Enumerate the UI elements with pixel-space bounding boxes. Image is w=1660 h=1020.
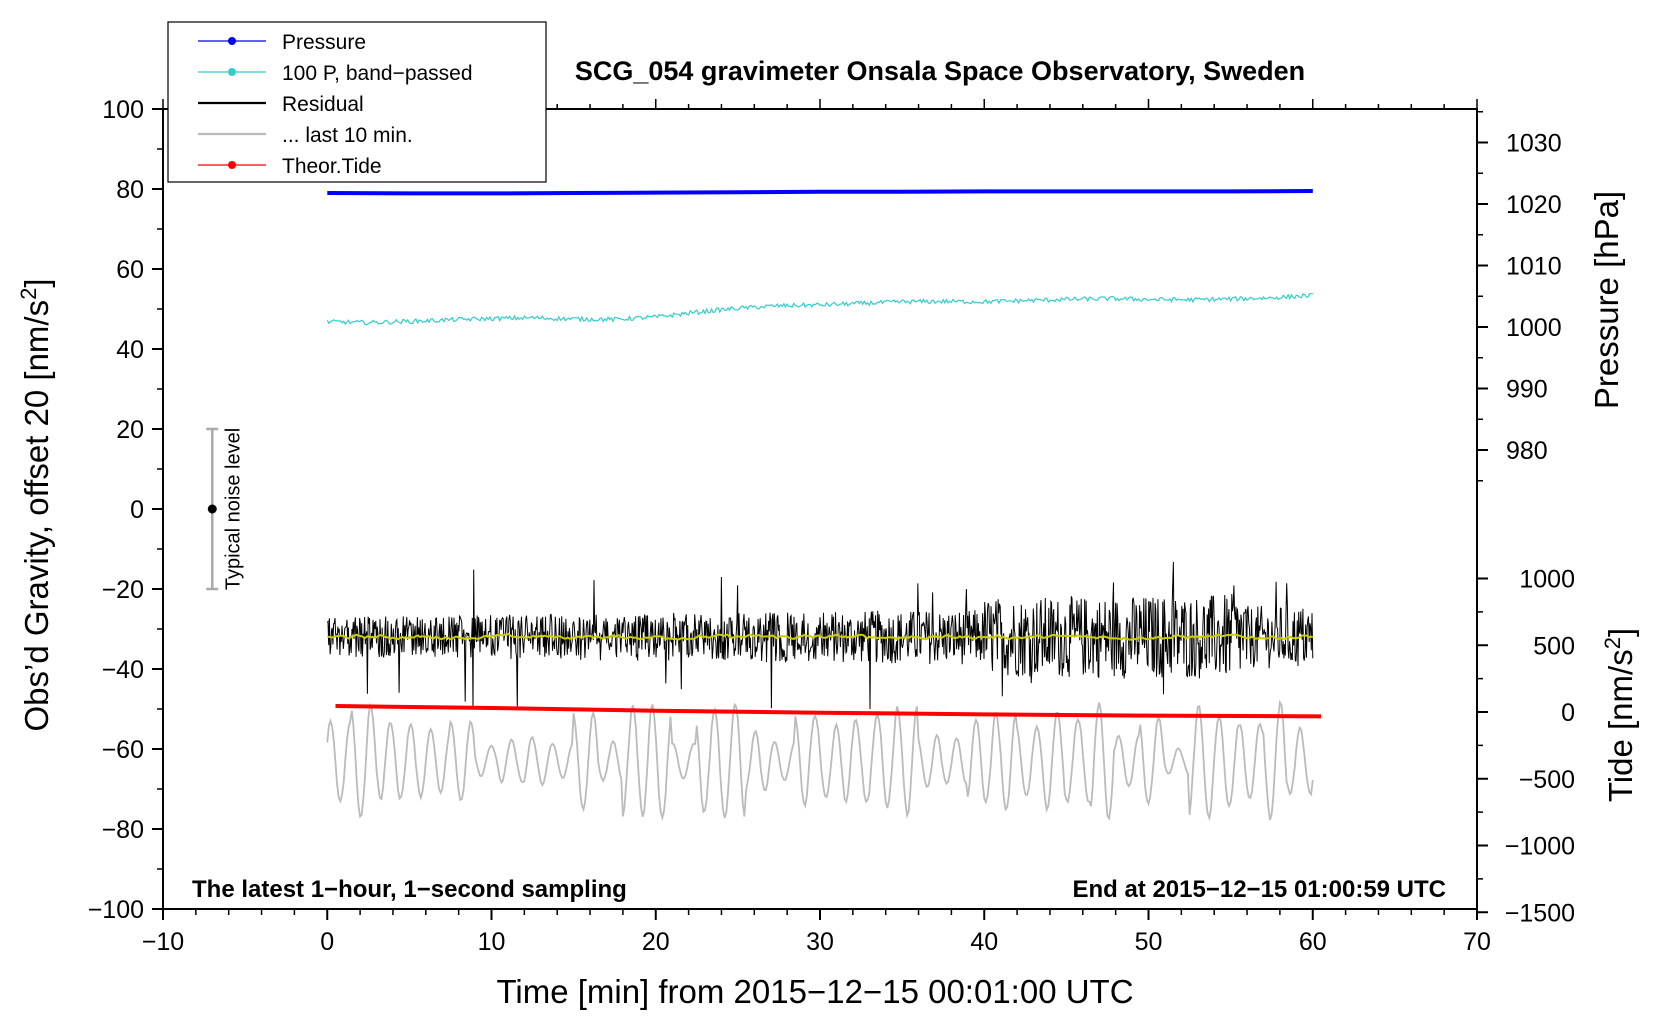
tide-tick-label: 0 <box>1561 699 1575 727</box>
chart-title: SCG_054 gravimeter Onsala Space Observat… <box>575 56 1305 86</box>
noise-label: Typical noise level <box>222 428 244 590</box>
last-10-min-series <box>326 699 1314 822</box>
pressure-tick-label: 990 <box>1506 376 1548 404</box>
y-tick-label: 80 <box>116 176 144 204</box>
legend-label: Theor.Tide <box>282 155 382 178</box>
x-axis-title: Time [min] from 2015−12−15 00:01:00 UTC <box>496 973 1133 1010</box>
x-tick-label: 10 <box>478 928 506 956</box>
y-tick-label: −20 <box>102 576 144 604</box>
noise-bar-center <box>207 504 217 514</box>
band-passed-series <box>326 293 1313 326</box>
x-tick-label: 20 <box>642 928 670 956</box>
tide-axis-title: Tide [nm/s2] <box>1600 628 1639 802</box>
x-tick-label: 70 <box>1463 928 1491 956</box>
legend-marker <box>228 37 236 45</box>
pressure-tick-label: 1000 <box>1506 314 1562 342</box>
noise-indicator: Typical noise level <box>206 427 244 591</box>
axes-layer: −10 0 10 20 30 40 50 60 70100806040200−20−40−60−… <box>88 96 1575 956</box>
tide-tick-label: 500 <box>1533 632 1575 660</box>
end-time-annotation: End at 2015−12−15 01:00:59 UTC <box>1072 876 1446 903</box>
y-tick-label: 20 <box>116 416 144 444</box>
legend-marker <box>228 68 236 76</box>
y-tick-label: 0 <box>130 496 144 524</box>
pressure-series <box>327 189 1313 196</box>
legend-marker <box>228 161 236 169</box>
x-tick-label: 30 <box>806 928 834 956</box>
x-tick-label: 0 <box>320 928 334 956</box>
data-layer <box>326 189 1322 822</box>
pressure-tick-label: 1020 <box>1506 191 1562 219</box>
tide-tick-label: −500 <box>1519 766 1575 794</box>
y-tick-label: −100 <box>88 896 144 924</box>
x-tick-label: −10 <box>142 928 184 956</box>
plot-frame <box>162 108 1478 910</box>
y-tick-label: −80 <box>102 816 144 844</box>
pressure-tick-label: 1010 <box>1506 253 1562 281</box>
x-tick-label: 50 <box>1135 928 1163 956</box>
left-axis-title: Obs’d Gravity, offset 20 [nm/s2] <box>16 278 55 731</box>
sampling-annotation: The latest 1−hour, 1−second sampling <box>192 876 627 903</box>
tide-tick-label: −1000 <box>1505 833 1575 861</box>
legend-label: ... last 10 min. <box>282 124 413 147</box>
pressure-axis-title: Pressure [hPa] <box>1588 191 1625 409</box>
legend: Pressure 100 P, band−passed Residual ... la… <box>167 21 547 183</box>
legend-label: 100 P, band−passed <box>282 62 473 85</box>
pressure-tick-label: 1030 <box>1506 130 1562 158</box>
residual-series <box>326 561 1314 710</box>
y-tick-label: −60 <box>102 736 144 764</box>
x-tick-label: 40 <box>970 928 998 956</box>
tide-tick-label: −1500 <box>1505 899 1575 927</box>
y-tick-label: 100 <box>102 96 144 124</box>
residual-smoothed-series <box>327 632 1313 641</box>
legend-label: Pressure <box>282 31 366 54</box>
legend-label: Residual <box>282 93 364 116</box>
theoretical-tide-series <box>335 704 1322 719</box>
x-tick-label: 60 <box>1299 928 1327 956</box>
y-tick-label: 40 <box>116 336 144 364</box>
tide-tick-label: 1000 <box>1519 566 1575 594</box>
pressure-tick-label: 980 <box>1506 437 1548 465</box>
y-tick-label: 60 <box>116 256 144 284</box>
y-tick-label: −40 <box>102 656 144 684</box>
